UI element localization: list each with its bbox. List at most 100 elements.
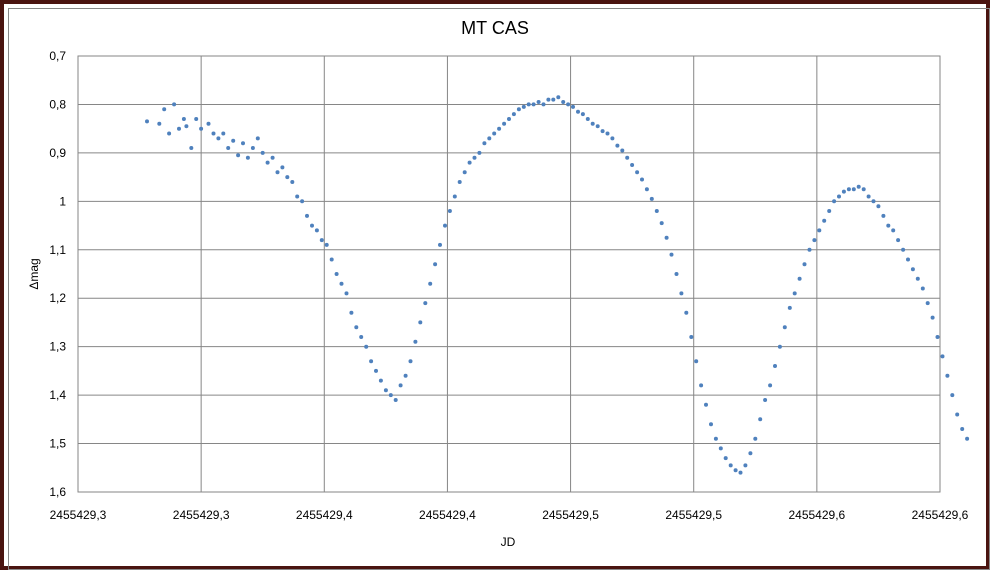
data-point	[699, 383, 704, 388]
data-point	[561, 100, 566, 104]
data-point	[910, 267, 915, 272]
x-tick-label: 2455429,6	[788, 508, 845, 522]
data-point	[674, 272, 679, 276]
data-point	[635, 170, 640, 175]
data-point	[728, 463, 733, 468]
data-point	[413, 339, 418, 344]
data-point	[585, 117, 590, 121]
data-point	[689, 335, 694, 339]
data-point	[694, 359, 699, 364]
y-tick-label: 1,3	[49, 340, 66, 354]
data-point	[388, 393, 393, 398]
data-point	[960, 427, 965, 431]
data-point	[359, 335, 364, 339]
data-point	[684, 310, 689, 315]
data-point	[408, 359, 413, 364]
data-point	[374, 368, 378, 373]
data-point	[221, 131, 226, 136]
data-point	[659, 221, 664, 226]
data-point	[457, 180, 462, 184]
data-point	[802, 262, 807, 267]
x-tick-label: 2455429,3	[50, 508, 107, 522]
data-point	[891, 228, 896, 233]
data-point	[758, 417, 763, 422]
data-point	[768, 383, 773, 388]
data-point	[886, 223, 891, 228]
data-point	[443, 223, 447, 228]
y-axis-label: Δmag	[27, 258, 41, 289]
x-tick-label: 2455429,4	[296, 508, 353, 522]
data-point	[723, 456, 728, 461]
data-point	[615, 143, 620, 148]
data-point	[447, 209, 452, 213]
data-point	[157, 121, 162, 126]
data-point	[462, 170, 467, 175]
data-point	[733, 468, 738, 473]
data-point	[310, 223, 314, 228]
data-point	[177, 126, 181, 131]
data-point	[664, 235, 669, 240]
data-point	[713, 436, 718, 441]
data-point	[940, 354, 945, 359]
data-point	[851, 187, 856, 192]
data-point	[930, 315, 935, 320]
data-point	[216, 136, 221, 141]
data-point	[950, 393, 955, 398]
data-point	[354, 325, 359, 330]
data-point	[236, 153, 241, 158]
data-point	[199, 126, 204, 131]
data-point	[275, 170, 280, 175]
data-point	[477, 150, 482, 155]
data-point	[433, 262, 438, 267]
data-point	[334, 272, 339, 276]
data-point	[181, 117, 186, 121]
data-point	[418, 320, 423, 325]
data-point	[467, 160, 472, 165]
data-point	[846, 187, 851, 192]
data-point	[763, 398, 768, 402]
data-point	[644, 187, 649, 192]
data-point	[576, 109, 580, 114]
data-point	[861, 187, 866, 192]
data-point	[625, 155, 630, 160]
data-point	[184, 124, 189, 129]
data-point	[364, 344, 369, 349]
plot-border	[77, 55, 941, 493]
data-point	[255, 136, 260, 141]
data-point	[452, 194, 457, 199]
data-point	[925, 301, 930, 306]
x-axis-label: JD	[501, 535, 516, 549]
data-point	[630, 163, 635, 167]
data-point	[590, 121, 595, 126]
data-point	[507, 117, 511, 121]
data-point	[965, 436, 970, 441]
data-point	[610, 136, 615, 141]
x-tick-label: 2455429,6	[912, 508, 969, 522]
data-point	[472, 155, 477, 160]
plot-area: 0,7 0,8 0,9 1 1,1 1,2 1,3 1,4 1,5 1,6 2455429,3 245…	[49, 49, 970, 522]
data-point	[536, 100, 541, 104]
data-point	[206, 121, 211, 126]
data-point	[792, 291, 797, 296]
data-point	[876, 204, 881, 209]
data-point	[492, 131, 497, 136]
data-point	[231, 138, 236, 143]
data-point	[566, 102, 571, 107]
data-point	[285, 175, 290, 180]
data-point	[526, 102, 531, 107]
data-point	[748, 451, 753, 456]
data-point	[787, 305, 792, 310]
data-point	[423, 301, 428, 306]
data-point	[172, 102, 177, 107]
data-point	[704, 402, 708, 407]
data-point	[383, 388, 388, 393]
y-tick-label: 1,4	[49, 388, 66, 402]
data-point	[265, 160, 270, 165]
data-point	[393, 398, 398, 402]
data-point	[260, 150, 265, 155]
data-point	[896, 238, 901, 243]
data-point	[600, 129, 605, 134]
y-tick-label: 0,9	[49, 146, 66, 160]
data-point	[497, 126, 502, 131]
